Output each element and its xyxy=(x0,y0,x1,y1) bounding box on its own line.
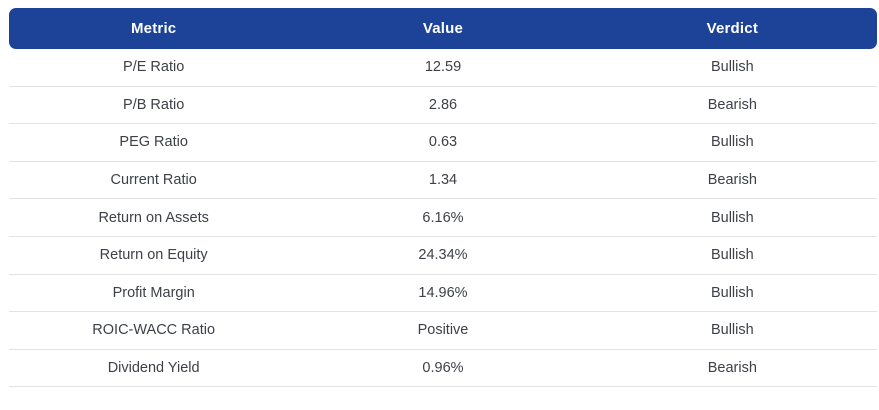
metric-cell: Current Ratio xyxy=(110,172,197,189)
table-row: Return on Assets 6.16% Bullish xyxy=(9,199,877,237)
metric-cell: P/E Ratio xyxy=(123,59,185,76)
table-header-row: Metric Value Verdict xyxy=(9,8,877,49)
metric-cell: Profit Margin xyxy=(112,284,195,301)
table-row: Profit Margin 14.96% Bullish xyxy=(9,274,877,313)
verdict-cell: Bullish xyxy=(710,134,754,151)
verdict-cell: Bullish xyxy=(710,59,754,76)
verdict-cell: Bullish xyxy=(710,322,754,339)
value-cell: 2.86 xyxy=(428,96,458,113)
metric-cell: ROIC-WACC Ratio xyxy=(92,322,216,339)
verdict-cell: Bullish xyxy=(710,209,754,226)
metric-cell: PEG Ratio xyxy=(119,134,188,151)
table-row: ROIC-WACC Ratio Positive Bullish xyxy=(9,312,877,350)
table-row: P/E Ratio 12.59 Bullish xyxy=(9,49,877,87)
value-cell: 1.34 xyxy=(428,172,458,189)
value-cell: 6.16% xyxy=(422,209,464,226)
column-header-verdict: Verdict xyxy=(706,20,759,37)
table-row: Dividend Yield 0.96% Bearish xyxy=(9,349,877,388)
value-cell: 12.59 xyxy=(424,59,462,76)
value-cell: Positive xyxy=(417,322,469,339)
metric-cell: Dividend Yield xyxy=(107,360,200,377)
value-cell: 14.96% xyxy=(418,284,468,301)
table-row: Current Ratio 1.34 Bearish xyxy=(9,161,877,200)
verdict-cell: Bullish xyxy=(710,247,754,264)
verdict-cell: Bullish xyxy=(710,284,754,301)
metrics-table: Metric Value Verdict P/E Ratio 12.59 Bul… xyxy=(9,8,877,388)
value-cell: 0.63 xyxy=(428,134,458,151)
verdict-cell: Bearish xyxy=(707,96,757,113)
metric-cell: P/B Ratio xyxy=(123,96,185,113)
table-row: PEG Ratio 0.63 Bullish xyxy=(9,124,877,162)
value-cell: 0.96% xyxy=(422,360,464,377)
column-header-metric: Metric xyxy=(130,20,177,37)
verdict-cell: Bearish xyxy=(707,172,757,189)
value-cell: 24.34% xyxy=(418,247,468,264)
column-header-value: Value xyxy=(422,20,464,37)
table-row: P/B Ratio 2.86 Bearish xyxy=(9,86,877,125)
table-row: Return on Equity 24.34% Bullish xyxy=(9,236,877,275)
verdict-cell: Bearish xyxy=(707,360,757,377)
metric-cell: Return on Equity xyxy=(99,247,208,264)
metric-cell: Return on Assets xyxy=(98,209,209,226)
